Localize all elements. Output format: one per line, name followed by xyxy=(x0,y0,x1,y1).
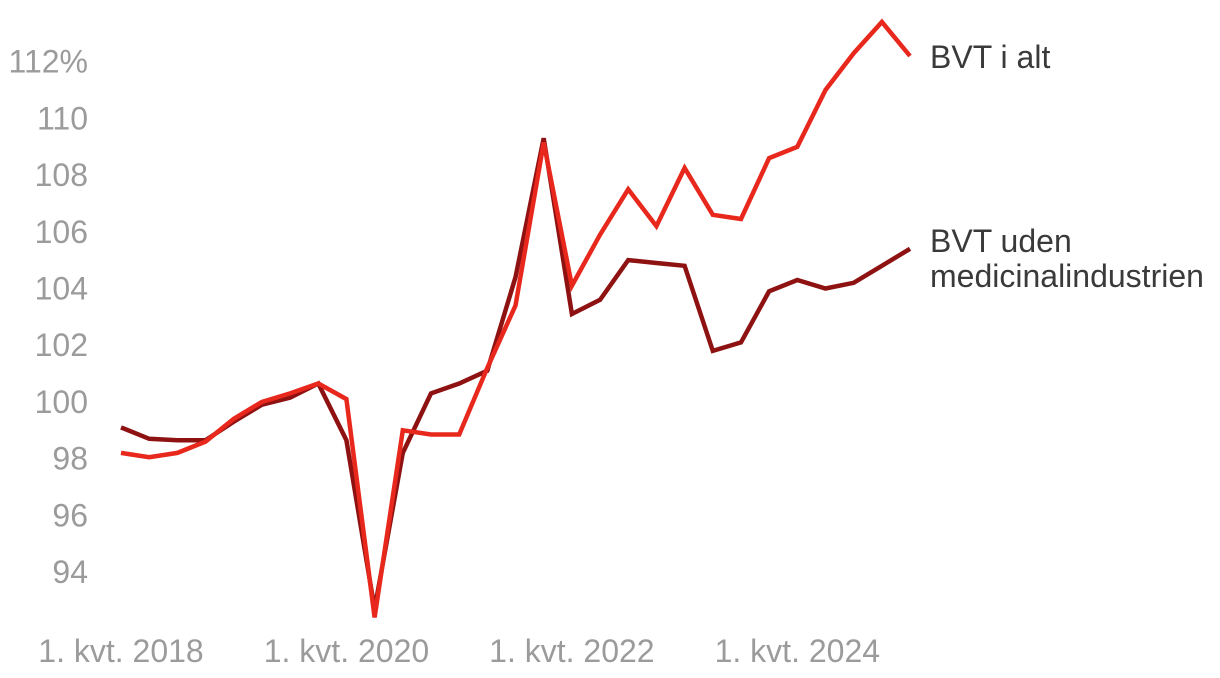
legend-label-line1: BVT uden xyxy=(930,223,1072,259)
y-tick-label: 106 xyxy=(35,214,88,250)
x-tick-label: 1. kvt. 2024 xyxy=(715,633,880,669)
legend-label-bvt-uden-medicinalindustrien: BVT uden medicinalindustrien xyxy=(930,224,1204,294)
y-tick-label: 100 xyxy=(35,384,88,420)
bvt-uden-medicinalindustrien-line xyxy=(120,137,912,610)
y-tick-label: 102 xyxy=(35,327,88,363)
y-tick-label: 108 xyxy=(35,157,88,193)
y-tick-label: 96 xyxy=(52,497,88,533)
bvt-i-alt-line xyxy=(120,18,912,618)
legend-label-line2: medicinalindustrien xyxy=(930,258,1204,294)
y-tick-label: 104 xyxy=(35,271,88,307)
x-tick-label: 1. kvt. 2020 xyxy=(264,633,429,669)
y-tick-label: 94 xyxy=(52,554,88,590)
legend-label-bvt-i-alt: BVT i alt xyxy=(930,39,1051,75)
y-tick-label: 98 xyxy=(52,441,88,477)
y-tick-label: 110 xyxy=(37,100,88,136)
x-tick-label: 1. kvt. 2022 xyxy=(489,633,654,669)
y-tick-label: 112% xyxy=(9,44,88,80)
x-tick-label: 1. kvt. 2018 xyxy=(38,633,203,669)
